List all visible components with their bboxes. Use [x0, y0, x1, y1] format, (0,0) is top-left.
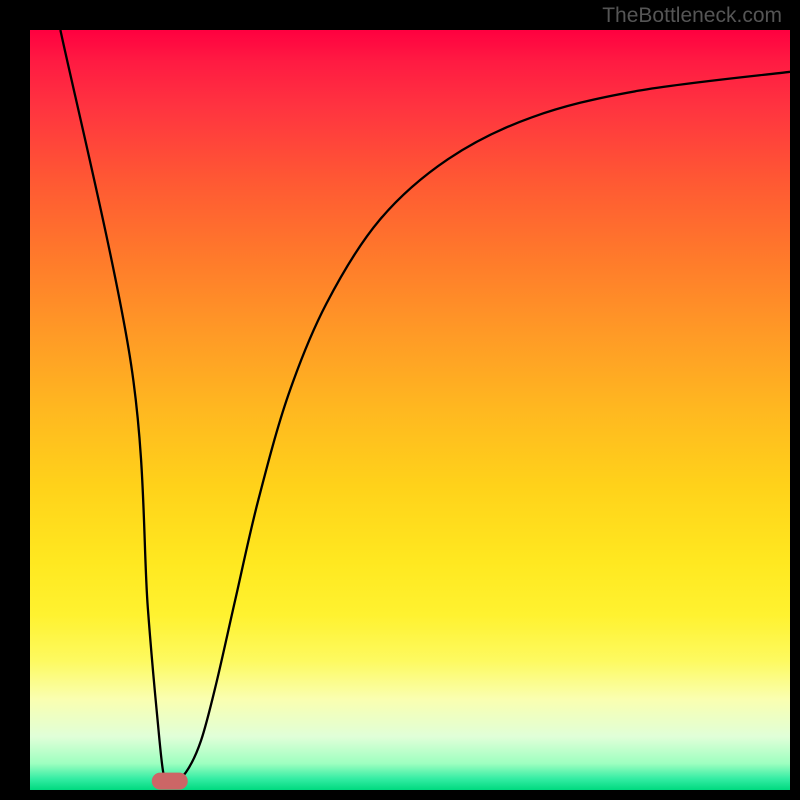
plot-area: [30, 30, 790, 790]
watermark-text: TheBottleneck.com: [602, 4, 782, 28]
minimum-marker: [152, 773, 188, 790]
curve-line: [30, 30, 790, 790]
